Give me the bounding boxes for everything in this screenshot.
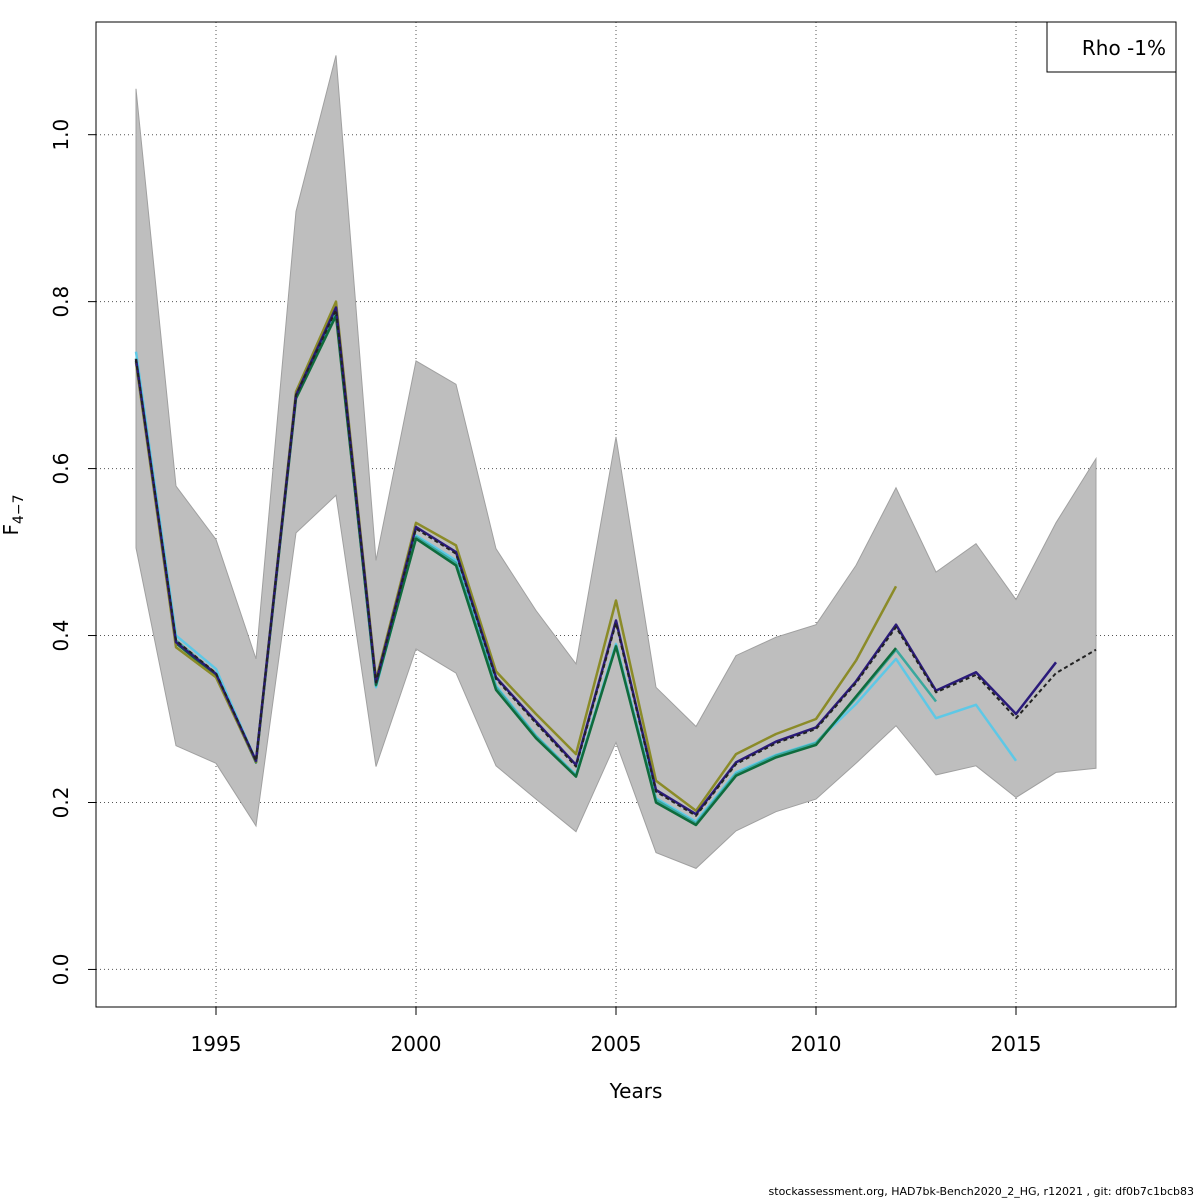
- svg-text:F4−7: F4−7: [0, 494, 27, 535]
- footer-source-text: stockassessment.org, HAD7bk-Bench2020_2_…: [768, 1185, 1194, 1198]
- x-tick-label-1995: 1995: [191, 1032, 242, 1056]
- x-tick-label-2000: 2000: [391, 1032, 442, 1056]
- series-lines-layer: [134, 300, 1097, 827]
- confidence-band: [135, 55, 1097, 869]
- series-line-4: [854, 585, 898, 662]
- legend-box: [1046, 21, 1177, 73]
- grid-lines: [96, 22, 1176, 1007]
- y-axis-title-subscript: 4−7: [11, 494, 27, 524]
- y-axis-title-main: F: [0, 524, 23, 536]
- x-tick-label-2010: 2010: [791, 1032, 842, 1056]
- x-tick-label-2005: 2005: [591, 1032, 642, 1056]
- y-tick-label-5: 1.0: [49, 119, 73, 151]
- legend: Rho -1%: [1046, 21, 1177, 73]
- y-tick-label-4: 0.8: [49, 286, 73, 318]
- y-tick-label-1: 0.2: [49, 787, 73, 819]
- x-tick-label-2015: 2015: [991, 1032, 1042, 1056]
- axis-ticks: 1995 2000 2005 2010 2015 0.0 0.2 0.4 0.6 0.8 1.0: [49, 119, 1041, 1056]
- y-tick-label-2: 0.4: [49, 620, 73, 652]
- x-axis-title: Years: [609, 1079, 663, 1103]
- confidence-band-layer: [135, 55, 1097, 869]
- y-tick-label-3: 0.6: [49, 453, 73, 485]
- series-line-6: [135, 309, 1097, 817]
- y-axis-title: F4−7: [0, 494, 27, 535]
- y-tick-label-0: 0.0: [49, 954, 73, 986]
- plot-frame: [95, 21, 1177, 1008]
- legend-text: Rho -1%: [1082, 36, 1166, 60]
